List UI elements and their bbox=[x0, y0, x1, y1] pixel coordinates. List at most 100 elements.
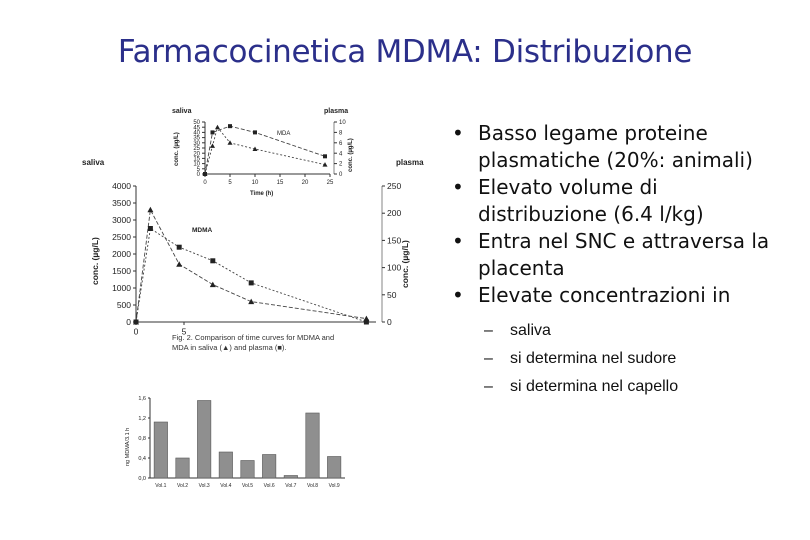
x-tick-label: Vol.3 bbox=[199, 483, 210, 489]
bullet-dot-icon: • bbox=[452, 175, 464, 199]
y-tick-label: 0,4 bbox=[138, 456, 146, 462]
x-tick-label: 25 bbox=[327, 180, 334, 186]
x-tick-label: Vol.5 bbox=[242, 483, 253, 489]
y-tick-label-right: 4 bbox=[339, 151, 343, 157]
bullet-list: • Basso legame proteine plasmatiche (20%:… bbox=[448, 120, 788, 401]
slide-title: Farmacocinetica MDMA: Distribuzione bbox=[117, 34, 693, 70]
bar-mdma-chart: 0,0 0,4 0,8 1,2 1,6 ng MDMA/3.1 h Vol.1 Vol.2 Vo… bbox=[125, 396, 345, 489]
bar bbox=[327, 456, 342, 479]
x-tick-label: 15 bbox=[277, 180, 284, 186]
sub-bullet-list: – saliva – si determina nel sudore – si det… bbox=[448, 317, 788, 401]
x-tick-label: Vol.7 bbox=[285, 483, 296, 489]
data-point-triangle bbox=[176, 261, 183, 267]
y-tick-label-left: 1000 bbox=[112, 283, 131, 293]
panel-label-left: saliva bbox=[172, 108, 192, 115]
y-tick-label-right: 2 bbox=[339, 162, 343, 168]
y-tick-label-left: 10 bbox=[193, 162, 200, 168]
bar bbox=[218, 451, 233, 479]
sub-bullet-item: – saliva bbox=[480, 317, 788, 345]
series-label: MDMA bbox=[192, 227, 213, 234]
x-tick-label: 0 bbox=[134, 327, 139, 337]
figure-caption-line: Fig. 2. Comparison of time curves for MD… bbox=[172, 333, 334, 342]
bar bbox=[283, 475, 298, 479]
bar bbox=[175, 457, 190, 479]
data-point-triangle bbox=[202, 171, 208, 176]
bar bbox=[262, 454, 277, 479]
series-line bbox=[135, 227, 367, 323]
dash-icon: – bbox=[484, 350, 493, 367]
series-line bbox=[204, 125, 326, 175]
sub-bullet-item: – si determina nel sudore bbox=[480, 345, 788, 373]
data-point-square bbox=[248, 280, 254, 286]
bullet-item: • Entra nel SNC e attraversa la placenta bbox=[452, 229, 770, 280]
data-point-triangle bbox=[210, 143, 215, 148]
data-point-triangle bbox=[227, 140, 233, 145]
y-tick-label-left: 15 bbox=[193, 157, 200, 163]
bar bbox=[305, 412, 320, 479]
y-tick-label-right: 250 bbox=[387, 181, 401, 191]
dash-icon: – bbox=[484, 378, 493, 395]
y-tick-label-right: 100 bbox=[387, 263, 401, 273]
series-line bbox=[135, 208, 367, 323]
panel-label-right: plasma bbox=[324, 108, 348, 115]
bar bbox=[240, 460, 255, 479]
y-axis-label-left: conc. (µg/L) bbox=[174, 132, 180, 166]
x-tick-label: 10 bbox=[252, 180, 259, 186]
y-tick-label-left: 50 bbox=[193, 120, 200, 126]
x-tick-label: 0 bbox=[203, 180, 207, 186]
main-mdma-chart: 0500100015002000250030003500400005010015… bbox=[82, 158, 424, 352]
series-label: MDA bbox=[277, 131, 290, 137]
x-axis-label: Time (h) bbox=[250, 191, 273, 197]
bullet-dot-icon: • bbox=[452, 283, 464, 307]
y-tick-label-right: 10 bbox=[339, 120, 346, 126]
y-tick-label-left: 4000 bbox=[112, 181, 131, 191]
y-tick-label-right: 50 bbox=[387, 290, 397, 300]
data-point-triangle bbox=[322, 162, 328, 167]
bullet-item: • Elevate concentrazioni in bbox=[452, 283, 731, 307]
panel-label-left: saliva bbox=[82, 158, 105, 167]
y-axis-label-right: conc. (µg/L) bbox=[348, 138, 354, 172]
bar bbox=[197, 400, 212, 479]
data-point-square bbox=[176, 244, 182, 250]
x-tick-label: Vol.2 bbox=[177, 483, 188, 489]
y-axis-label-left: conc. (µg/L) bbox=[90, 237, 100, 285]
data-point-square bbox=[210, 258, 216, 264]
data-point-square bbox=[210, 130, 215, 135]
data-point-triangle bbox=[248, 298, 255, 305]
y-tick-label-left: 1500 bbox=[112, 266, 131, 276]
y-axis-label-right: conc. (µg/L) bbox=[400, 240, 410, 288]
figure-caption-line: MDA in saliva (▲) and plasma (■). bbox=[172, 343, 287, 352]
y-tick-label-left: 2500 bbox=[112, 232, 131, 242]
data-point-square bbox=[253, 130, 257, 135]
data-point-triangle bbox=[209, 281, 216, 288]
y-axis-label: ng MDMA/3.1 h bbox=[125, 428, 131, 466]
y-tick-label: 0,8 bbox=[138, 436, 146, 442]
bullet-item: • Elevato volume di distribuzione (6.4 l/… bbox=[452, 175, 704, 226]
series-line bbox=[204, 126, 326, 175]
y-tick-label-left: 2000 bbox=[112, 249, 131, 259]
x-tick-label: Vol.4 bbox=[220, 483, 231, 489]
y-tick-label-right: 0 bbox=[387, 317, 392, 327]
y-tick-label-right: 6 bbox=[339, 141, 343, 147]
data-point-square bbox=[133, 319, 139, 325]
x-tick-label: 20 bbox=[302, 180, 309, 186]
y-tick-label-left: 25 bbox=[193, 146, 200, 152]
bullet-item: • Basso legame proteine plasmatiche (20%:… bbox=[452, 121, 753, 172]
y-tick-label: 1,2 bbox=[138, 416, 146, 422]
x-tick-label: Vol.8 bbox=[307, 483, 318, 489]
y-tick-label-right: 8 bbox=[339, 131, 343, 137]
y-tick-label-left: 30 bbox=[193, 141, 200, 147]
x-tick-label: Vol.9 bbox=[329, 483, 340, 489]
data-point-square bbox=[147, 226, 153, 231]
y-tick-label-left: 3000 bbox=[112, 215, 131, 225]
y-tick-label-right: 150 bbox=[387, 235, 401, 245]
y-tick-label-right: 200 bbox=[387, 208, 401, 218]
data-point-triangle bbox=[147, 206, 154, 213]
data-point-square bbox=[228, 124, 232, 129]
x-tick-label: 5 bbox=[228, 180, 232, 186]
sub-bullet-item: – si determina nel capello bbox=[480, 373, 788, 401]
y-tick-label: 1,6 bbox=[138, 396, 146, 402]
x-tick-label: Vol.1 bbox=[155, 483, 166, 489]
